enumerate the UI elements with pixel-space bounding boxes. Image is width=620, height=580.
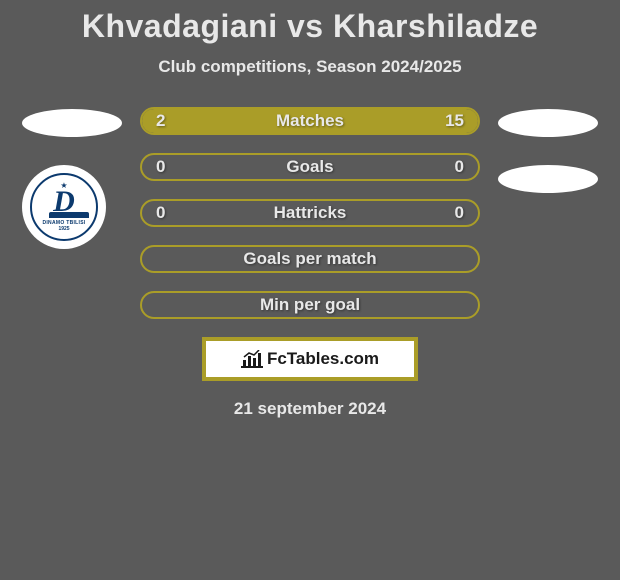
- stat-bar: Goals per match: [140, 245, 480, 273]
- stat-value-right: 0: [455, 203, 464, 223]
- chart-icon: [241, 350, 263, 368]
- stat-label: Min per goal: [142, 295, 478, 315]
- stat-bar: 0Goals0: [140, 153, 480, 181]
- right-player-ellipse-2: [498, 165, 598, 193]
- left-club-badge: ★ D DINAMO TBILISI 1925: [22, 165, 106, 249]
- club-badge-year: 1925: [58, 226, 69, 232]
- stats-bars: 2Matches150Goals00Hattricks0Goals per ma…: [140, 107, 480, 319]
- left-player-ellipse: [22, 109, 122, 137]
- brand-text: FcTables.com: [267, 349, 379, 369]
- right-player-ellipse-1: [498, 109, 598, 137]
- stat-value-right: 0: [455, 157, 464, 177]
- left-player-column: ★ D DINAMO TBILISI 1925: [22, 107, 122, 249]
- comparison-area: ★ D DINAMO TBILISI 1925 2Matches150Goals…: [0, 107, 620, 319]
- stat-value-right: 15: [445, 111, 464, 131]
- stat-label: Goals per match: [142, 249, 478, 269]
- stat-bar: Min per goal: [140, 291, 480, 319]
- comparison-card: Khvadagiani vs Kharshiladze Club competi…: [0, 0, 620, 419]
- right-player-column: [498, 107, 598, 193]
- brand-badge: FcTables.com: [202, 337, 418, 381]
- page-title: Khvadagiani vs Kharshiladze: [0, 8, 620, 45]
- stat-label: Matches: [142, 111, 478, 131]
- stat-label: Hattricks: [142, 203, 478, 223]
- stat-bar: 2Matches15: [140, 107, 480, 135]
- stat-label: Goals: [142, 157, 478, 177]
- club-badge-inner: ★ D DINAMO TBILISI 1925: [30, 173, 98, 241]
- footer-date: 21 september 2024: [0, 399, 620, 419]
- page-subtitle: Club competitions, Season 2024/2025: [0, 57, 620, 77]
- stat-bar: 0Hattricks0: [140, 199, 480, 227]
- club-badge-letter: D: [53, 190, 75, 214]
